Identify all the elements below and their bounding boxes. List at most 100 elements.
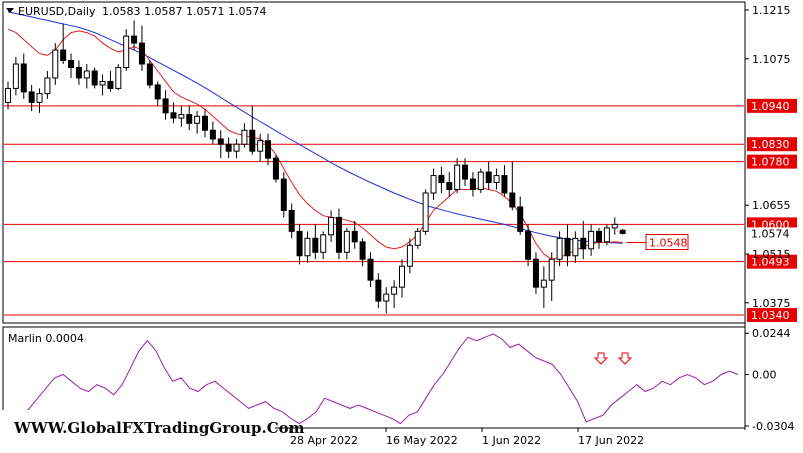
candle-body [154,84,161,100]
candle-body [107,80,114,89]
level-tag [747,154,797,169]
candle-body [572,237,579,257]
candle-body [60,49,67,62]
candle-body [28,91,35,103]
candle-body [351,230,358,243]
candle-body [485,171,492,184]
candle-body [414,230,421,246]
candle-body [20,63,27,93]
candle-body [241,129,248,145]
price-tick-label: 1.1075 [752,53,791,66]
level-tag [747,137,797,152]
last-price-tag [747,227,797,240]
candle-body [257,140,264,152]
candle-body [462,164,469,180]
candle-body [532,258,539,288]
candle-body [75,66,82,79]
candle-body [509,192,516,208]
candle-body [194,115,201,124]
price-tick-label: 1.1215 [752,4,791,17]
candle-body [123,35,130,68]
symbol-menu-triangle-icon[interactable] [6,8,14,13]
candle-body [501,175,508,194]
candle-body [146,63,153,86]
candle-body [596,230,602,243]
time-axis: 28 Apr 2022 16 May 2022 1 Jun 2022 17 Jun 2… [289,428,644,447]
candle-body [422,192,429,232]
price-tick-label: 1.0655 [752,199,791,212]
candle-body [138,42,145,65]
ohlc-label: 1.0583 1.0587 1.0571 1.0574 [102,5,266,18]
price-tick-label: 1.0515 [752,248,791,261]
indicator-label: Marlin 0.0004 [8,332,84,345]
candle-body [115,66,122,89]
candle-body [438,175,445,184]
price-axis: 1.1215 1.1075 1.0655 1.0515 1.0375 1.0574 [745,4,797,310]
watermark-box [0,410,275,453]
candle-body [91,70,98,86]
candle-body [320,234,327,253]
candle-body [170,112,177,119]
candle-body [36,93,43,103]
candle-body [131,35,138,44]
candle-body [493,175,500,184]
candle-body [335,216,342,253]
candle-body [525,230,532,260]
indicator-axis: 0.0244 0.00 -0.0304 [745,327,794,433]
candle-body [580,237,587,250]
candle-body [280,178,287,211]
level-tag-label: 1.0340 [751,309,790,322]
candle-body [375,279,382,302]
candle-body [288,209,295,232]
candle-body [217,138,224,145]
indicator-line [3,333,739,426]
candle-body [265,140,272,159]
level-tag-label: 1.0493 [751,256,790,269]
candle-body [406,244,413,267]
candle-body [162,98,169,114]
candle-body [603,227,610,243]
candle-body [83,70,90,79]
candle-body [5,87,11,103]
candle-body [12,63,19,89]
candle-body [328,216,335,236]
level-tag [747,98,797,113]
time-tick-label: 16 May 2022 [386,434,458,447]
candle-body [225,143,232,152]
candle-body [272,157,279,180]
candle-body [52,49,59,79]
candle-body [611,223,618,229]
candle-body [304,237,311,257]
time-tick-label: 28 Apr 2022 [290,434,358,447]
candle-body [517,206,524,232]
candle-body [469,178,476,191]
candle-body [209,129,216,140]
down-arrow-icon [617,352,633,365]
level-tag-label: 1.0780 [751,156,790,169]
candle-body [383,293,390,302]
level-tag-label: 1.0940 [751,100,790,113]
candle-body [540,279,547,288]
indicator-tick-label: -0.0304 [752,420,794,433]
candles: 1.0548 [5,20,689,314]
level-tag [747,254,797,269]
time-tick-label: 1 Jun 2022 [482,434,541,447]
candle-body [548,258,555,281]
candle-body [446,182,453,191]
symbol-label: EURUSD,Daily [18,5,96,18]
candle-body [430,175,437,194]
candle-body [249,129,256,152]
candle-body [202,115,208,131]
candle-body [178,114,185,119]
level-tag [747,308,797,323]
callout-box [645,234,689,251]
candle-body [477,171,484,191]
time-tick-label: 17 Jun 2022 [578,434,644,447]
candle-body [391,286,398,295]
candle-body [359,241,366,260]
candle-body [343,230,350,253]
last-price-label: 1.0574 [751,227,790,240]
